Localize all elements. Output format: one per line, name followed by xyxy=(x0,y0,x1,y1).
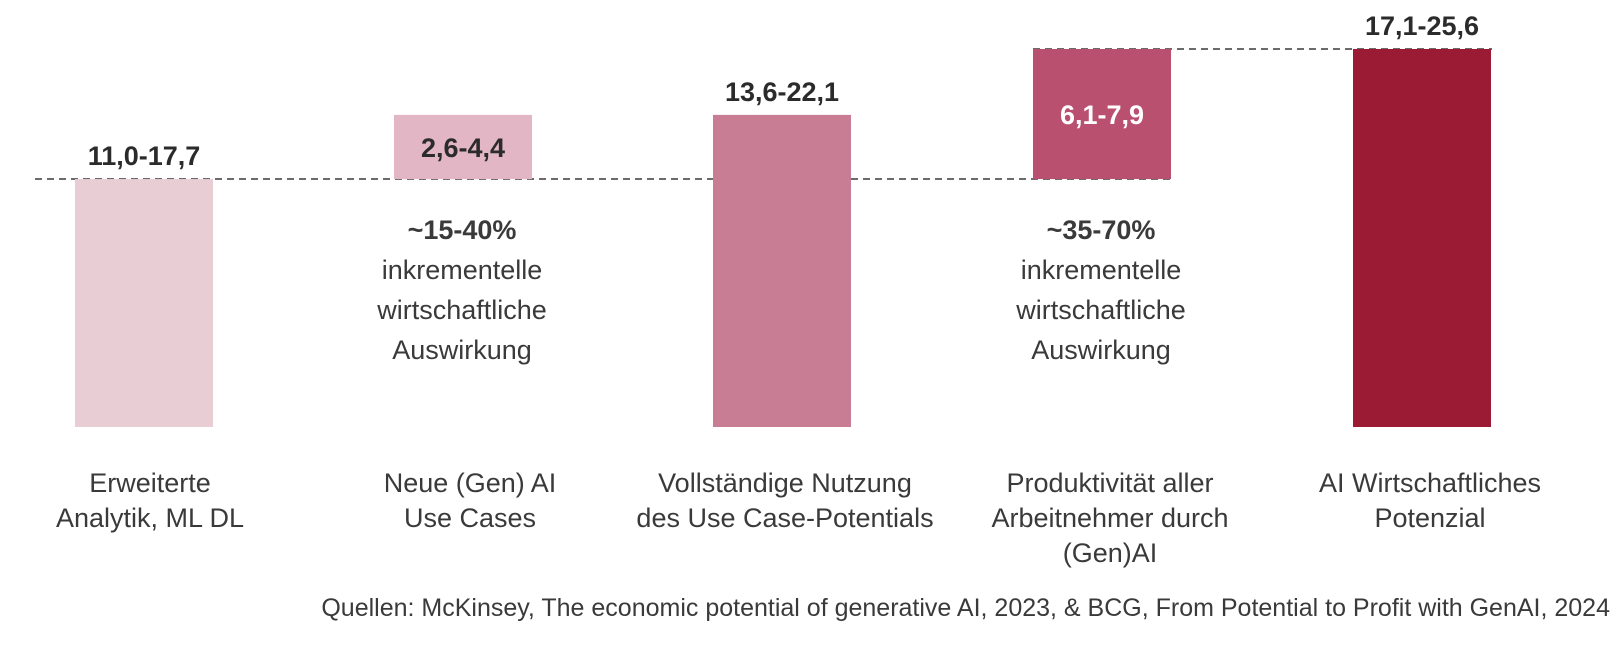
category-label-vollstaendige-nutzung: Vollständige Nutzung des Use Case-Potenti… xyxy=(636,468,934,533)
category-label-erweiterte-analytik: Erweiterte Analytik, ML DL xyxy=(55,468,245,533)
bar-1 xyxy=(394,114,532,180)
waterfall-chart: 11,0-17,7 2,6-4,4 13,6-22,1 6,1-7,9 17,1-25,… xyxy=(35,11,1492,428)
annotation-productivity: ~35-70% inkrementelle wirtschaftliche Au… xyxy=(971,210,1231,370)
bar-3 xyxy=(1033,49,1171,180)
annotation-line: Auswirkung xyxy=(392,335,532,365)
annotation-line: Auswirkung xyxy=(1031,335,1171,365)
category-label-produktivitaet: Produktivität aller Arbeitnehmer durch (Ge… xyxy=(991,468,1229,568)
value-label-1: 2,6-4,4 xyxy=(421,133,505,163)
value-label-4: 17,1-25,6 xyxy=(1365,11,1479,41)
annotation-percent: ~35-70% xyxy=(1046,215,1156,245)
source-note: Quellen: McKinsey, The economic potentia… xyxy=(321,594,1610,622)
value-label-2: 13,6-22,1 xyxy=(725,77,839,107)
value-label-0: 11,0-17,7 xyxy=(88,141,201,171)
annotation-line: wirtschaftliche xyxy=(377,295,547,325)
category-label-neue-gen-ai: Neue (Gen) AI Use Cases xyxy=(383,468,557,533)
annotation-line: inkrementelle xyxy=(381,255,543,285)
annotation-line: inkrementelle xyxy=(1020,255,1182,285)
bar-0 xyxy=(75,179,213,427)
bar-4 xyxy=(1353,49,1491,427)
bar-2 xyxy=(713,114,851,428)
annotation-percent: ~15-40% xyxy=(407,215,517,245)
value-label-3: 6,1-7,9 xyxy=(1060,100,1144,130)
annotation-use-cases: ~15-40% inkrementelle wirtschaftliche Au… xyxy=(332,210,592,370)
category-label-ai-potenzial: AI Wirtschaftliches Potenzial xyxy=(1318,468,1542,533)
annotation-line: wirtschaftliche xyxy=(1016,295,1186,325)
